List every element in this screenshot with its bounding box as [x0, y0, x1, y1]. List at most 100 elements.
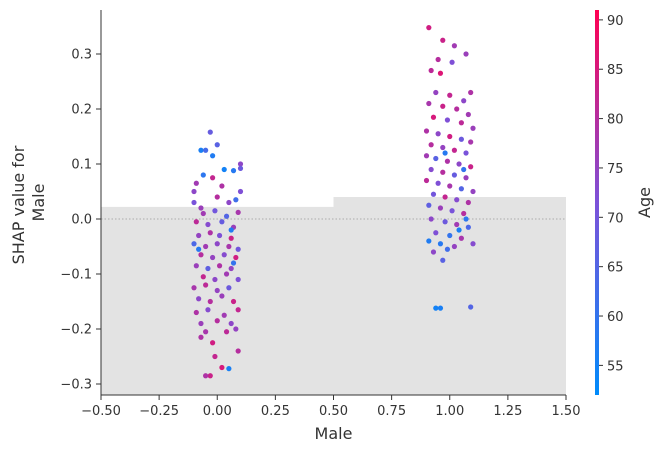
point-0-47	[235, 276, 241, 283]
point-1-32	[456, 161, 462, 167]
point-0-64	[223, 329, 230, 335]
x-axis-label: Male	[315, 424, 353, 443]
point-0-13	[237, 188, 244, 195]
point-1-47	[426, 202, 432, 208]
point-0-58	[221, 312, 227, 318]
point-0-41	[205, 265, 211, 272]
point-1-69	[442, 150, 448, 156]
point-0-20	[212, 208, 218, 214]
point-0-68	[235, 348, 241, 354]
point-1-24	[468, 139, 474, 145]
point-1-56	[447, 232, 453, 239]
point-0-60	[198, 320, 204, 327]
point-0-45	[212, 276, 218, 283]
point-0-38	[221, 252, 227, 258]
point-0-43	[228, 265, 234, 272]
point-1-6	[428, 67, 434, 74]
point-1-21	[435, 131, 441, 137]
colorbar-tick-label: 90	[607, 14, 624, 29]
point-0-62	[228, 320, 234, 327]
point-1-22	[447, 133, 453, 140]
point-0-66	[210, 340, 216, 346]
point-0-24	[205, 221, 211, 228]
x-tick-label: 0.00	[203, 404, 232, 419]
point-0-57	[205, 307, 211, 313]
x-tick-label: 1.50	[552, 404, 581, 419]
point-0-9	[237, 165, 244, 171]
point-1-67	[437, 305, 444, 311]
y-tick-label: −0.1	[60, 268, 92, 283]
point-0-59	[235, 307, 241, 313]
histogram-bin-0	[101, 206, 334, 395]
y-tick-label: 0.0	[71, 213, 92, 228]
point-1-38	[423, 177, 430, 184]
x-tick-label: 1.25	[493, 404, 522, 419]
x-tick-label: −0.25	[139, 404, 179, 419]
point-0-46	[223, 271, 230, 277]
point-1-59	[437, 241, 444, 247]
x-tick-label: 1.00	[435, 404, 464, 419]
point-0-18	[233, 197, 239, 203]
colorbar-gradient	[595, 10, 599, 395]
point-0-39	[233, 254, 239, 261]
point-1-11	[461, 98, 467, 104]
x-tick-label: −0.50	[81, 404, 121, 419]
point-0-5	[210, 153, 216, 159]
point-0-2	[214, 142, 220, 148]
point-1-58	[470, 241, 476, 247]
colorbar-ticks: 55 60 65 70 75 80 85 90	[599, 14, 624, 374]
point-1-60	[451, 243, 457, 250]
y-tick-label: −0.2	[60, 323, 92, 338]
point-1-45	[454, 197, 460, 203]
point-1-42	[470, 188, 476, 195]
point-0-70	[226, 366, 232, 372]
point-1-50	[461, 210, 467, 217]
point-1-10	[447, 92, 453, 98]
point-1-70	[461, 166, 467, 173]
point-0-65	[233, 326, 239, 332]
histogram-bin-1	[333, 197, 566, 395]
point-1-18	[458, 120, 464, 126]
point-0-29	[216, 232, 223, 239]
point-1-26	[440, 144, 446, 151]
point-1-4	[435, 56, 441, 63]
point-1-29	[423, 153, 430, 159]
colorbar-tick-label: 80	[607, 113, 624, 128]
point-0-28	[207, 230, 213, 236]
point-0-19	[200, 210, 206, 217]
point-1-27	[451, 147, 457, 153]
point-0-21	[223, 213, 230, 219]
x-tick-label: 0.75	[377, 404, 406, 419]
point-1-52	[442, 219, 448, 225]
point-0-69	[212, 353, 218, 360]
point-1-19	[470, 125, 476, 131]
point-0-48	[191, 285, 197, 291]
point-1-14	[454, 106, 460, 112]
point-1-46	[465, 199, 471, 206]
point-0-32	[203, 243, 209, 250]
point-1-3	[463, 51, 469, 57]
point-0-23	[193, 219, 199, 225]
point-1-49	[449, 208, 455, 214]
point-1-71	[463, 216, 469, 222]
point-1-33	[468, 164, 474, 170]
colorbar-tick-label: 65	[607, 261, 624, 276]
point-0-36	[198, 252, 204, 258]
point-0-50	[214, 287, 220, 294]
colorbar-tick-label: 85	[607, 63, 624, 78]
point-0-31	[191, 241, 197, 247]
point-1-39	[435, 180, 441, 186]
point-0-44	[200, 274, 206, 280]
point-0-15	[198, 205, 204, 211]
point-0-77	[228, 227, 234, 233]
point-1-12	[426, 100, 432, 107]
point-0-54	[219, 293, 225, 299]
point-1-63	[430, 249, 437, 255]
point-0-63	[203, 329, 209, 335]
point-0-71	[219, 364, 225, 371]
tick-labels: −0.50 −0.25 0.00 0.25 0.50 0.75 1.00 1.25 1.50 −0…	[60, 48, 580, 420]
scatter-points	[191, 25, 476, 379]
point-1-7	[437, 70, 444, 76]
point-0-51	[226, 285, 232, 291]
y-tick-label: 0.3	[71, 48, 92, 63]
